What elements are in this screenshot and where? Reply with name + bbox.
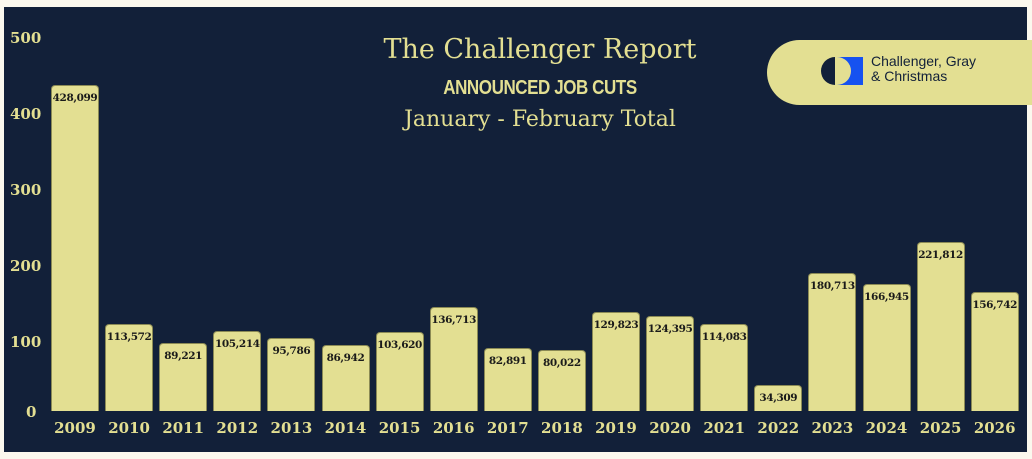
bar-value-label: 34,309 — [759, 391, 798, 404]
logo-mark-icon — [821, 57, 863, 85]
y-tick-100: 100 — [10, 333, 42, 351]
x-label-2011: 2011 — [162, 419, 205, 437]
chart-subtitle: ANNOUNCED JOB CUTS — [443, 77, 637, 99]
bar-value-label: 80,022 — [542, 357, 581, 370]
bar-value-label: 82,891 — [488, 354, 527, 367]
bar-2022: 34,309 — [754, 384, 803, 411]
bar-value-label: 105,214 — [214, 337, 260, 350]
x-label-2013: 2013 — [270, 419, 313, 437]
y-tick-400: 400 — [10, 105, 42, 123]
chart-period: January - February Total — [404, 107, 676, 132]
bar-value-label: 428,099 — [52, 91, 98, 104]
bar-2024: 166,945 — [862, 283, 911, 411]
bar-2020: 124,395 — [646, 316, 695, 411]
bar-value-label: 136,713 — [431, 313, 477, 326]
bar-value-label: 124,395 — [647, 323, 693, 336]
bar-2014: 86,942 — [321, 344, 370, 411]
bar-2012: 105,214 — [213, 330, 262, 411]
logo-line2: & Christmas — [871, 68, 948, 84]
x-label-2010: 2010 — [108, 419, 150, 437]
x-label-2017: 2017 — [486, 419, 529, 437]
bar-value-label: 86,942 — [326, 351, 365, 364]
x-label-2009: 2009 — [54, 419, 96, 437]
bar-value-label: 113,572 — [106, 331, 152, 344]
bar-2026: 156,742 — [970, 291, 1019, 411]
x-label-2020: 2020 — [649, 419, 691, 437]
x-label-2026: 2026 — [973, 419, 1016, 437]
x-label-2012: 2012 — [216, 419, 259, 437]
bar-2009: 428,099 — [51, 84, 99, 411]
bar-value-label: 166,945 — [864, 290, 909, 303]
x-label-2019: 2019 — [595, 419, 637, 437]
bar-2016: 136,713 — [429, 306, 478, 411]
bar-value-label: 180,713 — [810, 280, 855, 293]
x-label-2025: 2025 — [919, 419, 962, 437]
y-tick-200: 200 — [10, 257, 42, 275]
bar-2017: 82,891 — [483, 347, 532, 411]
bar-2023: 180,713 — [808, 273, 857, 411]
bar-2010: 113,572 — [105, 324, 154, 411]
y-tick-500: 500 — [10, 29, 42, 47]
bar-2015: 103,620 — [375, 332, 424, 411]
x-label-2023: 2023 — [811, 419, 854, 437]
x-label-2018: 2018 — [541, 419, 583, 437]
bar-value-label: 156,742 — [972, 298, 1018, 311]
bar-value-label: 89,221 — [164, 350, 203, 362]
bar-2013: 95,786 — [267, 338, 316, 411]
bar-2019: 129,823 — [592, 312, 640, 411]
bar-value-label: 129,823 — [593, 319, 639, 332]
bar-2025: 221,812 — [916, 241, 965, 411]
bar-value-label: 103,620 — [377, 339, 422, 352]
x-label-2024: 2024 — [865, 419, 908, 437]
bar-2021: 114,083 — [700, 324, 749, 411]
x-label-2014: 2014 — [324, 419, 367, 437]
x-label-2022: 2022 — [757, 419, 800, 437]
brand-logo: Challenger, Gray & Christmas — [767, 40, 1032, 105]
bar-value-label: 221,812 — [918, 248, 963, 261]
bar-value-label: 114,083 — [701, 331, 747, 344]
x-label-2021: 2021 — [703, 419, 746, 437]
y-tick-300: 300 — [10, 181, 42, 199]
x-label-2016: 2016 — [432, 419, 475, 437]
chart-title: The Challenger Report — [383, 34, 697, 65]
bar-2018: 80,022 — [537, 350, 586, 411]
bar-2011: 89,221 — [159, 343, 208, 411]
x-label-2015: 2015 — [378, 419, 421, 437]
logo-line1: Challenger, Gray — [871, 53, 977, 69]
y-tick-0: 0 — [26, 403, 37, 421]
logo-text: Challenger, Gray & Christmas — [871, 54, 976, 84]
bar-value-label: 95,786 — [272, 345, 311, 357]
